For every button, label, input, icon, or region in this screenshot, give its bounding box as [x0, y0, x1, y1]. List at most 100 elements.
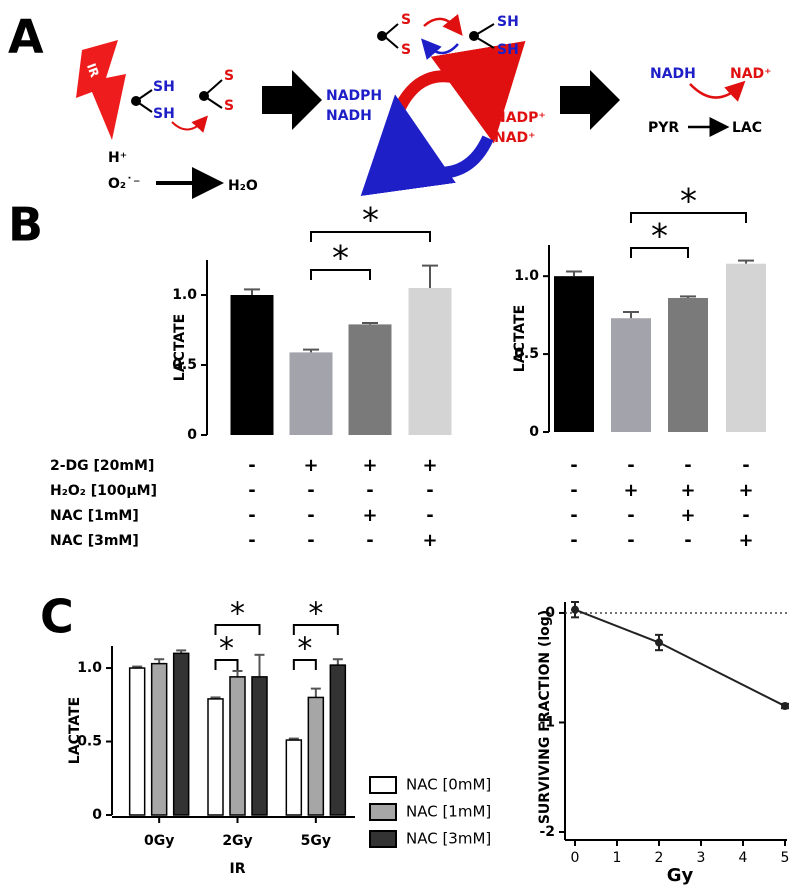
condition-sign: - — [248, 480, 255, 501]
condition-sign: - — [684, 455, 691, 476]
significance-star: * — [362, 201, 379, 241]
bar — [554, 276, 594, 432]
disulfide-dot — [199, 91, 209, 101]
legend-label: NAC [0mM] — [406, 776, 491, 794]
condition-sign: - — [366, 530, 373, 551]
point — [571, 605, 579, 614]
condition-sign: + — [422, 455, 437, 476]
arrow — [171, 115, 208, 133]
significance-bracket — [214, 624, 261, 635]
ir-label: IR — [84, 61, 102, 79]
y-axis-label: LACTATE — [512, 305, 528, 372]
bar — [128, 667, 146, 816]
dot — [469, 31, 479, 41]
condition-sign: - — [570, 505, 577, 526]
condition-sign: - — [570, 455, 577, 476]
arrow — [689, 80, 746, 102]
condition-sign: - — [742, 455, 749, 476]
x-axis-label: IR — [230, 861, 246, 877]
x-tick-label: 2Gy — [222, 833, 252, 849]
significance-bracket — [310, 231, 431, 242]
significance-bracket — [630, 247, 689, 258]
y-tick-label: -1 — [539, 714, 555, 730]
condition-sign: - — [248, 455, 255, 476]
lightning — [76, 40, 126, 140]
significance-star: * — [308, 597, 323, 632]
condition-sign: - — [248, 505, 255, 526]
bar — [150, 662, 168, 816]
condition-sign: + — [738, 480, 753, 501]
condition-sign: + — [623, 480, 638, 501]
condition-label: NAC [3mM] — [50, 533, 139, 549]
y-tick-label: 1.0 — [514, 268, 539, 284]
condition-sign: - — [307, 530, 314, 551]
y-axis-label: SURVIVING FRACTION (log) — [537, 610, 553, 824]
x-tick-label: 5Gy — [301, 833, 331, 849]
condition-sign: - — [684, 530, 691, 551]
s: S — [401, 12, 411, 28]
x-tick-label: 3 — [697, 850, 706, 866]
bar — [348, 324, 392, 435]
y-tick-label: 1.0 — [172, 287, 197, 303]
s: S — [224, 68, 234, 84]
nad-plus: NAD⁺ — [730, 66, 772, 82]
arrow — [423, 13, 463, 36]
condition-sign: - — [627, 530, 634, 551]
condition-sign: - — [426, 480, 433, 501]
nadh: NADH — [326, 108, 372, 124]
nad-plus: NAD⁺ — [494, 130, 536, 146]
condition-sign: - — [307, 505, 314, 526]
y-tick-label: 0.5 — [514, 346, 539, 362]
big-arrow — [262, 70, 322, 130]
y-tick-label: 0.5 — [77, 734, 102, 750]
sh: SH — [497, 42, 519, 58]
bar — [172, 652, 190, 816]
sh: SH — [497, 14, 519, 30]
y-tick-label: 0 — [529, 424, 539, 440]
legend-label: NAC [1mM] — [406, 803, 491, 821]
x-tick-label: 0 — [571, 850, 580, 866]
condition-label: H₂O₂ [100μM] — [50, 483, 157, 499]
significance-star: * — [230, 597, 245, 632]
condition-sign: - — [742, 505, 749, 526]
condition-sign: - — [426, 505, 433, 526]
arrow — [421, 38, 459, 60]
sh: SH — [153, 106, 175, 122]
y-axis-label: LACTATE — [67, 697, 83, 764]
dot — [377, 31, 387, 41]
condition-sign: + — [738, 530, 753, 551]
condition-sign: - — [366, 480, 373, 501]
bar — [289, 352, 333, 435]
bar — [668, 297, 708, 432]
blue-cycle — [360, 94, 494, 197]
y-tick-label: 1.0 — [77, 660, 102, 676]
x-tick-label: 0Gy — [144, 833, 174, 849]
condition-sign: - — [307, 480, 314, 501]
significance-bracket — [310, 269, 371, 280]
bar — [611, 318, 651, 432]
condition-sign: + — [362, 505, 377, 526]
legend-swatch — [369, 830, 397, 848]
y-tick-label: 0.5 — [172, 357, 197, 373]
s: S — [224, 98, 234, 114]
bar — [207, 698, 224, 816]
condition-sign: + — [680, 505, 695, 526]
lac: LAC — [732, 120, 762, 136]
pyr: PYR — [648, 120, 679, 136]
x-axis-label: Gy — [667, 865, 694, 886]
bar — [307, 696, 325, 816]
significance-star: * — [332, 239, 349, 279]
condition-sign: - — [570, 480, 577, 501]
condition-sign: - — [627, 505, 634, 526]
condition-label: NAC [1mM] — [50, 508, 139, 524]
x-tick-label: 5 — [781, 850, 790, 866]
bar — [726, 263, 766, 432]
panel-label: C — [40, 590, 74, 644]
significance-star: * — [219, 632, 234, 667]
point — [781, 702, 789, 711]
nadp-plus: NADP⁺ — [494, 110, 546, 126]
thiol-dot — [131, 96, 141, 106]
condition-sign: + — [422, 530, 437, 551]
condition-sign: - — [570, 530, 577, 551]
